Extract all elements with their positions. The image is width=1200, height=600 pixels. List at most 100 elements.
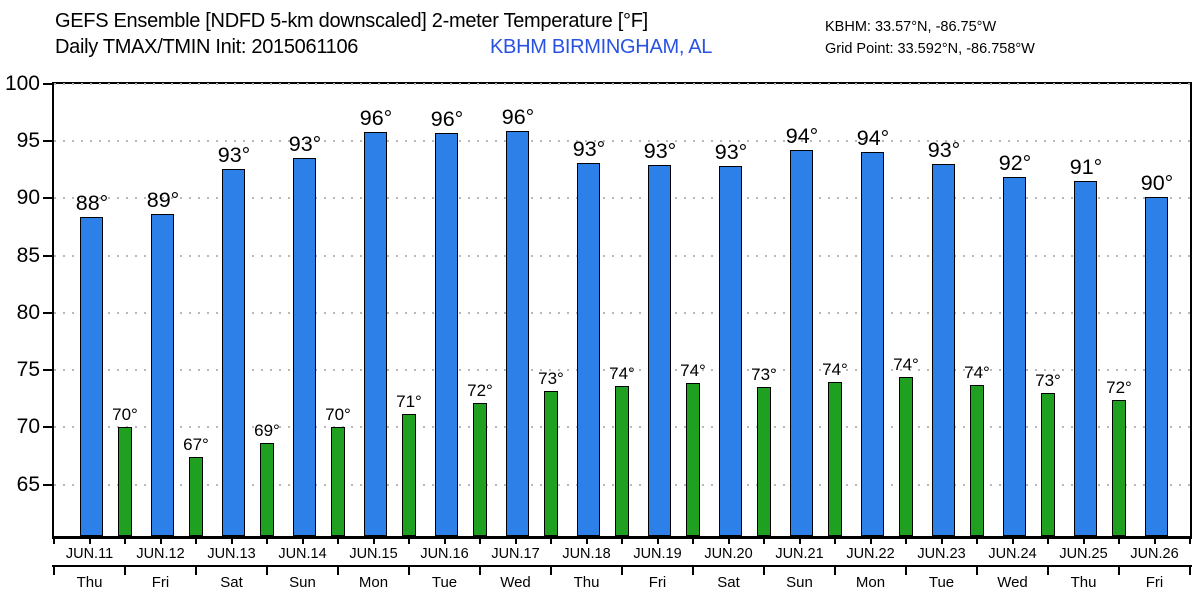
weekday-axis-tick	[834, 566, 836, 575]
weekday-axis-tick	[1118, 566, 1120, 575]
tmax-bar	[293, 158, 316, 536]
tmax-bar	[1074, 181, 1097, 536]
tmin-value-label: 74°	[964, 362, 990, 382]
tmax-value-label: 93°	[643, 139, 677, 164]
tmax-value-label: 91°	[1069, 155, 1103, 180]
tmin-value-label: 73°	[751, 365, 777, 385]
x-axis-date-label: JUN.24	[988, 546, 1037, 562]
tmax-bar	[719, 166, 742, 536]
tmax-bar	[435, 133, 458, 536]
x-axis-weekday-label: Sat	[220, 574, 243, 591]
x-axis-weekday-label: Sun	[289, 574, 316, 591]
x-axis-weekday-label: Thu	[76, 574, 103, 591]
date-axis-tick	[1011, 537, 1014, 544]
tmax-value-label: 90°	[1140, 171, 1174, 196]
x-axis-weekday-label: Mon	[855, 574, 886, 591]
x-axis-weekday-label: Tue	[928, 574, 955, 591]
y-axis-tick	[43, 426, 52, 429]
date-axis-tick	[230, 537, 233, 544]
weekday-axis-tick	[408, 566, 410, 575]
tmax-bar	[364, 132, 387, 536]
gridline-75	[54, 369, 1190, 372]
tmax-bar	[861, 151, 884, 536]
tmin-value-label: 74°	[680, 360, 706, 380]
x-axis-weekday-label: Fri	[648, 574, 667, 591]
date-axis-tick	[1189, 537, 1191, 544]
x-axis-weekday-label: Sun	[786, 574, 813, 591]
tmin-value-label: 71°	[396, 391, 422, 411]
station-name: KBHM BIRMINGHAM, AL	[490, 36, 713, 58]
x-axis-date-label: JUN.20	[704, 546, 753, 562]
tmin-bar	[260, 443, 274, 536]
tmax-value-label: 93°	[572, 136, 606, 161]
tmax-bar	[932, 164, 955, 536]
tmin-value-label: 73°	[1035, 370, 1061, 390]
tmax-value-label: 93°	[288, 132, 322, 157]
x-axis-weekday-label: Fri	[151, 574, 170, 591]
date-axis-tick	[337, 537, 339, 544]
weekday-axis-tick	[195, 566, 197, 575]
y-axis-label: 90	[16, 186, 40, 210]
y-axis-label: 80	[16, 300, 40, 324]
x-axis-date-label: JUN.15	[349, 546, 398, 562]
y-axis-tick	[43, 83, 52, 85]
date-axis-tick	[550, 537, 552, 544]
x-axis-date-label: JUN.17	[491, 546, 540, 562]
date-axis-tick	[834, 537, 836, 544]
tmin-bar	[1041, 392, 1055, 536]
tmax-value-label: 93°	[217, 142, 251, 167]
tmax-bar	[577, 162, 600, 536]
tmin-value-label: 70°	[325, 405, 351, 425]
gridpoint-coords-line: Grid Point: 33.592°N, -86.758°W	[825, 41, 1035, 57]
date-axis-tick	[763, 537, 765, 544]
y-axis-label: 65	[16, 472, 40, 496]
x-axis-weekday-label: Wed	[500, 574, 531, 591]
weekday-axis-tick	[266, 566, 268, 575]
tmax-value-label: 93°	[927, 138, 961, 163]
x-axis-date-label: JUN.25	[1059, 546, 1108, 562]
x-axis-weekday-label: Tue	[431, 574, 458, 591]
tmin-bar	[757, 387, 771, 536]
tmax-bar	[1145, 197, 1168, 536]
y-axis-tick	[43, 311, 52, 314]
date-axis-tick	[195, 537, 197, 544]
date-axis-tick	[514, 537, 517, 544]
x-axis-date-label: JUN.22	[846, 546, 895, 562]
tmax-bar	[648, 165, 671, 536]
tmax-bar	[1003, 176, 1026, 536]
tmax-bar	[151, 214, 174, 536]
tmin-bar	[899, 376, 913, 536]
date-axis-tick	[905, 537, 907, 544]
x-axis-weekday-label: Wed	[997, 574, 1028, 591]
date-axis-tick	[692, 537, 694, 544]
tmin-bar	[331, 427, 345, 536]
tmin-bar	[615, 386, 629, 536]
date-axis-tick	[976, 537, 978, 544]
weekday-axis-tick	[763, 566, 765, 575]
tmax-value-label: 93°	[714, 140, 748, 165]
tmin-bar	[118, 427, 132, 536]
tmin-bar	[828, 381, 842, 536]
temperature-bar-chart: 65 70 75 80 85 90 95 100 88° 70° JUN.11 Thu 89° 67° JU…	[5, 73, 1192, 591]
weekday-axis-tick	[124, 566, 126, 575]
y-axis-tick	[43, 483, 52, 486]
date-axis-tick	[798, 537, 801, 544]
y-axis-tick	[43, 369, 52, 372]
tmax-value-label: 96°	[501, 104, 535, 129]
station-coordinates: KBHM: 33.57°N, -86.75°W Grid Point: 33.5…	[825, 16, 1035, 60]
x-axis-date-label: JUN.16	[420, 546, 469, 562]
tmax-value-label: 96°	[430, 107, 464, 132]
date-axis-tick	[53, 537, 55, 544]
tmin-value-label: 72°	[467, 381, 493, 401]
gridline-100	[54, 83, 1190, 85]
weekday-axis-tick	[1047, 566, 1049, 575]
x-axis-date-label: JUN.14	[278, 546, 327, 562]
tmin-bar	[970, 384, 984, 536]
tmax-value-label: 92°	[998, 150, 1032, 175]
tmax-value-label: 88°	[75, 190, 109, 215]
date-axis-tick	[656, 537, 659, 544]
y-axis-label: 100	[4, 72, 40, 95]
gridline-95	[54, 140, 1190, 143]
tmin-bar	[473, 403, 487, 536]
